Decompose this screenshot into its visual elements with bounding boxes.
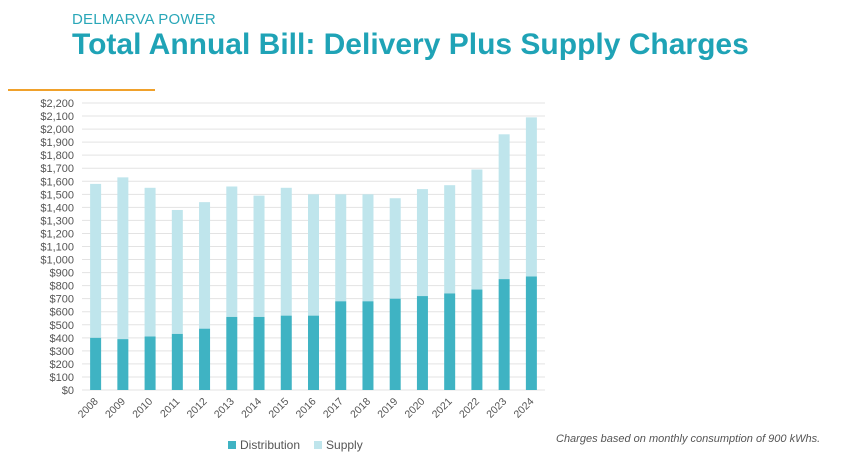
legend-swatch-distribution [228, 441, 236, 449]
y-tick-label: $1,000 [40, 255, 74, 267]
bar-supply-2015 [280, 187, 292, 316]
y-tick-label: $2,100 [40, 111, 74, 123]
bar-distribution-2022 [471, 289, 483, 390]
y-tick-label: $1,400 [40, 202, 74, 214]
x-tick-label: 2018 [348, 396, 373, 421]
legend-item-supply: Supply [314, 438, 363, 452]
y-tick-label: $100 [50, 372, 74, 384]
bar-supply-2013 [226, 186, 238, 317]
bar-supply-2012 [199, 202, 211, 329]
legend-item-distribution: Distribution [228, 438, 300, 452]
chart-legend: Distribution Supply [228, 438, 363, 452]
y-tick-label: $200 [50, 359, 74, 371]
x-tick-label: 2014 [239, 396, 264, 421]
y-tick-label: $1,600 [40, 176, 74, 188]
bar-supply-2014 [253, 195, 265, 317]
bar-supply-2021 [444, 185, 456, 294]
x-tick-label: 2021 [430, 396, 455, 421]
y-tick-label: $700 [50, 294, 74, 306]
legend-label-distribution: Distribution [240, 438, 301, 452]
brand-name: DELMARVA POWER [72, 11, 216, 28]
y-tick-label: $900 [50, 268, 74, 280]
legend-swatch-supply [314, 441, 323, 449]
x-tick-label: 2022 [457, 396, 482, 421]
bar-supply-2019 [389, 198, 401, 299]
bar-distribution-2014 [253, 316, 265, 390]
x-tick-label: 2017 [321, 396, 346, 421]
bar-supply-2011 [171, 209, 183, 334]
bar-supply-2018 [362, 194, 374, 302]
bar-supply-2024 [525, 117, 537, 277]
bar-supply-2009 [117, 177, 129, 340]
x-tick-label: 2015 [266, 396, 291, 421]
y-tick-label: $500 [50, 320, 74, 332]
x-tick-label: 2013 [212, 396, 237, 421]
x-tick-label: 2020 [403, 396, 428, 421]
y-tick-label: $600 [50, 307, 74, 319]
bar-distribution-2008 [90, 337, 102, 390]
bar-distribution-2021 [444, 293, 456, 390]
bar-distribution-2020 [416, 296, 428, 390]
y-tick-label: $2,000 [40, 124, 74, 136]
y-tick-label: $1,800 [40, 150, 74, 162]
y-tick-label: $1,500 [40, 189, 74, 201]
bar-distribution-2023 [498, 279, 510, 390]
bar-supply-2022 [471, 169, 483, 290]
x-tick-label: 2010 [130, 396, 155, 421]
y-tick-label: $2,200 [40, 98, 74, 110]
bar-supply-2017 [335, 194, 347, 302]
y-tick-label: $1,100 [40, 242, 74, 254]
x-tick-label: 2016 [294, 396, 319, 421]
bar-distribution-2010 [144, 336, 156, 390]
x-tick-label: 2011 [158, 396, 183, 421]
bar-supply-2023 [498, 134, 510, 280]
bar-distribution-2024 [525, 276, 537, 390]
bar-distribution-2016 [308, 315, 319, 390]
bar-distribution-2018 [362, 301, 374, 390]
bar-supply-2016 [308, 194, 319, 316]
x-tick-label: 2023 [484, 396, 509, 421]
bar-supply-2010 [144, 187, 156, 337]
y-tick-label: $300 [50, 346, 74, 358]
bar-distribution-2013 [226, 316, 238, 390]
bar-distribution-2019 [389, 298, 401, 390]
page-title: Total Annual Bill: Delivery Plus Supply … [72, 28, 749, 61]
accent-divider [8, 89, 155, 91]
y-tick-label: $400 [50, 333, 74, 345]
bar-distribution-2009 [117, 339, 129, 390]
bar-supply-2008 [90, 183, 102, 338]
bar-distribution-2015 [280, 315, 292, 390]
x-tick-label: 2009 [103, 396, 128, 421]
bar-distribution-2017 [335, 301, 347, 390]
bar-distribution-2012 [199, 328, 211, 390]
y-tick-label: $1,700 [40, 163, 74, 175]
y-tick-label: $1,900 [40, 137, 74, 149]
y-tick-label: $0 [62, 385, 74, 397]
consumption-footnote: Charges based on monthly consumption of … [556, 433, 821, 445]
x-tick-label: 2019 [375, 396, 400, 421]
y-tick-label: $1,300 [40, 215, 74, 227]
y-tick-label: $800 [50, 281, 74, 293]
x-tick-label: 2024 [512, 396, 537, 421]
legend-label-supply: Supply [326, 438, 363, 452]
bar-supply-2020 [416, 189, 428, 297]
y-tick-label: $1,200 [40, 228, 74, 240]
x-tick-label: 2012 [185, 396, 210, 421]
x-tick-label: 2008 [76, 396, 101, 421]
bar-distribution-2011 [171, 333, 183, 390]
